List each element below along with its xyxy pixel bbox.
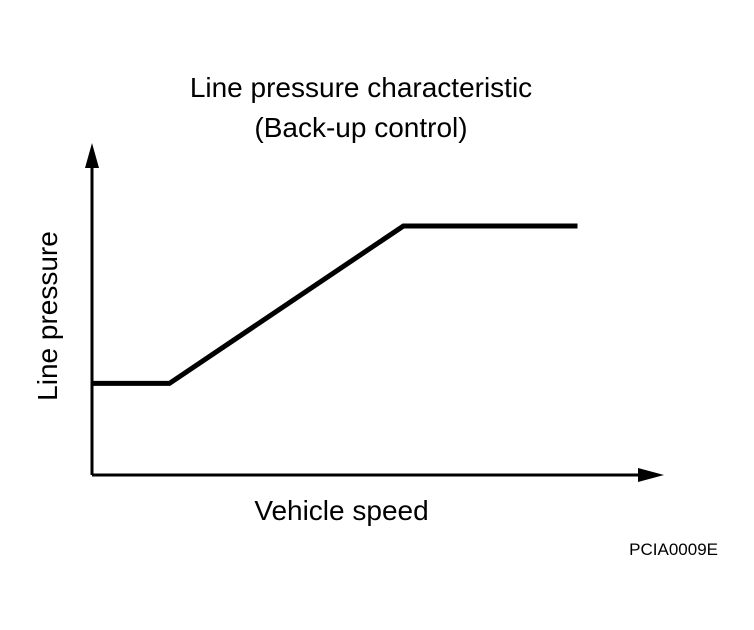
y-axis-arrow: [85, 143, 99, 168]
x-axis-arrow: [638, 468, 664, 482]
series-line-1: [92, 223, 578, 386]
y-axis-label: Line pressure: [32, 231, 63, 401]
series-layer: [92, 223, 578, 386]
figure-id: PCIA0009E: [629, 540, 718, 559]
chart-subtitle: (Back-up control): [254, 112, 468, 143]
chart-title: Line pressure characteristic: [189, 72, 533, 103]
axes: [85, 143, 664, 482]
x-axis-label: Vehicle speed: [254, 495, 429, 526]
